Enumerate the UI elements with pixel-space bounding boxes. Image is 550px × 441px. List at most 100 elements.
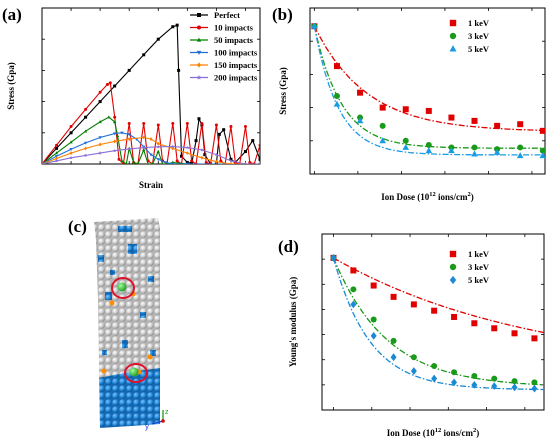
data-point [539,152,545,159]
x-axis-label-sup: 12 [429,191,436,198]
data-point [357,89,364,96]
panel-label-c: (c) [68,217,87,236]
data-point [214,152,219,157]
data-point [149,153,153,157]
data-point [214,123,218,127]
data-point [177,68,181,72]
data-point [190,161,194,164]
data-point [42,162,44,164]
data-point [451,378,458,387]
data-point [390,353,397,362]
x-axis-label-part: ions/cm [441,428,473,438]
x-axis-label-part: ions/cm [436,192,468,202]
legend-label: 5 keV [468,44,490,54]
legend-b: 1 keV 3 keV 5 keV [449,18,490,54]
data-point [379,122,386,129]
data-point [54,155,59,158]
data-point [333,100,341,107]
data-point [156,37,160,41]
svg-text:z: z [165,409,169,416]
data-point [431,374,438,383]
legend-marker [449,263,457,271]
data-point [170,144,175,149]
data-point [69,147,73,151]
legend-marker [449,275,457,285]
legend-a: Perfect 10 impacts 50 impacts 100 impacts 15… [190,10,258,83]
data-point [163,161,168,164]
data-point [108,81,112,85]
atomistic-structure-image: z y [94,218,169,431]
data-point [431,363,438,369]
data-point [127,137,131,141]
chart-d: Ion Dose (1012 ions/cm2) Young's modulus … [288,233,545,438]
data-point [98,90,102,94]
fit-curve-1 [332,257,544,386]
data-point [156,144,161,149]
data-point [112,148,117,153]
data-point [156,141,160,146]
data-point [471,380,478,389]
legend-marker [197,13,201,17]
data-point [517,144,524,151]
legend-label: 1 keV [468,18,490,28]
data-point [511,383,518,392]
svg-text:y: y [145,422,149,431]
fit-curve-2 [313,26,545,156]
data-point [425,141,432,148]
data-point [107,115,111,119]
data-point [161,162,164,164]
data-point [185,121,189,125]
data-point [149,137,153,141]
data-point [451,313,458,320]
data-point [84,107,88,111]
x-axis-label-part: ) [471,192,474,202]
data-point [243,162,248,164]
data-point [311,22,318,29]
data-point [115,134,120,138]
data-point [98,136,102,140]
data-point [69,140,73,144]
data-point [410,301,417,308]
data-point [175,23,179,27]
data-point [83,129,88,133]
data-point [222,128,226,132]
data-point [258,162,260,164]
data-point [113,84,117,88]
data-point [402,143,410,150]
data-point [147,162,150,164]
legend-label: 50 impacts [214,35,254,45]
series-line-3 [42,132,260,164]
data-point [217,132,221,136]
x-axis-label-part: ) [476,428,479,438]
legend-marker [449,250,457,258]
data-point [171,121,175,125]
data-point [229,158,233,163]
legend-label: 1 keV [468,249,490,259]
data-point [471,150,478,157]
data-point [531,384,538,393]
x-axis-label: Ion Dose (1012 ions/cm2) [381,191,474,202]
series-line-1 [42,82,260,164]
data-point [471,320,478,327]
data-point [248,160,252,164]
data-point [120,159,124,163]
data-point [330,253,337,262]
data-point [229,125,233,129]
legend-label: 150 impacts [214,60,258,70]
data-point [142,135,146,140]
data-point [471,117,478,124]
data-point [402,106,409,113]
data-point [127,146,132,151]
legend-label: 3 keV [468,262,490,272]
fit-curve-1 [313,26,545,149]
y-axis-label: Young's modulus (Gpa) [288,277,298,368]
fit-curve-0 [313,26,545,132]
data-point [370,331,377,340]
data-point [511,378,518,385]
legend-label: 100 impacts [214,48,258,58]
legend-label: 3 keV [468,31,490,41]
data-point [55,146,59,150]
legend-marker [196,50,202,55]
data-point [229,162,233,164]
data-point [83,153,88,157]
